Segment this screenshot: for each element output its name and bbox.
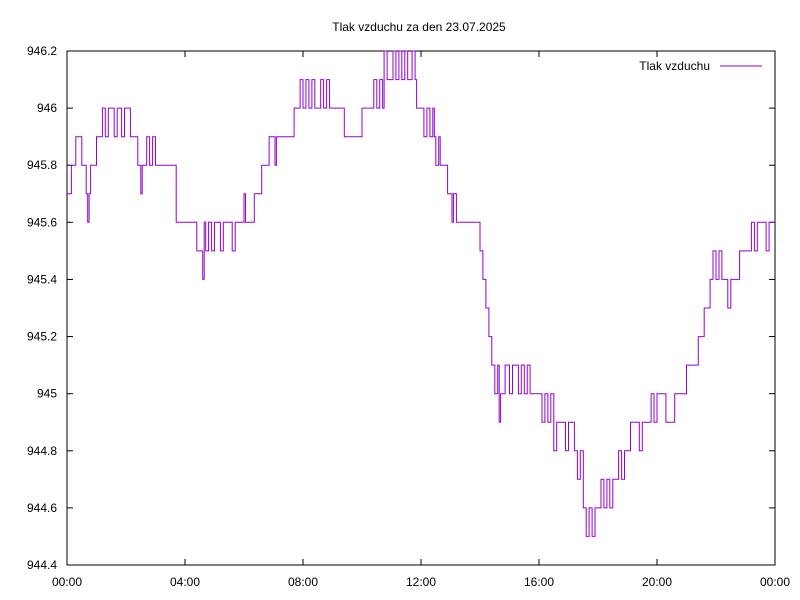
y-tick-label: 945.2 [27,330,57,344]
x-tick-label: 16:00 [524,575,554,589]
y-tick-label: 945 [37,387,57,401]
x-tick-label: 00:00 [52,575,82,589]
y-axis: 944.4 944.6 944.8 945 945.2 945.4 945.6 945.8 94… [27,44,775,572]
legend: Tlak vzduchu [639,59,762,73]
series-layer [67,50,775,537]
x-tick-label: 08:00 [288,575,318,589]
y-tick-label: 945.6 [27,215,57,229]
legend-label: Tlak vzduchu [639,59,710,73]
chart-title: Tlak vzduchu za den 23.07.2025 [332,20,506,34]
x-tick-label: 12:00 [406,575,436,589]
x-axis: 00:00 04:00 08:00 12:00 16:00 20:00 00:00 [52,51,790,589]
y-tick-label: 944.8 [27,444,57,458]
y-tick-label: 946.2 [27,44,57,58]
y-tick-label: 946 [37,101,57,115]
y-tick-label: 945.8 [27,158,57,172]
y-tick-label: 944.4 [27,558,57,572]
y-tick-label: 944.6 [27,501,57,515]
x-tick-label: 00:00 [760,575,790,589]
x-tick-label: 20:00 [642,575,672,589]
series-line-tlak-vzduchu [67,50,775,537]
x-tick-label: 04:00 [170,575,200,589]
y-tick-label: 945.4 [27,272,57,286]
